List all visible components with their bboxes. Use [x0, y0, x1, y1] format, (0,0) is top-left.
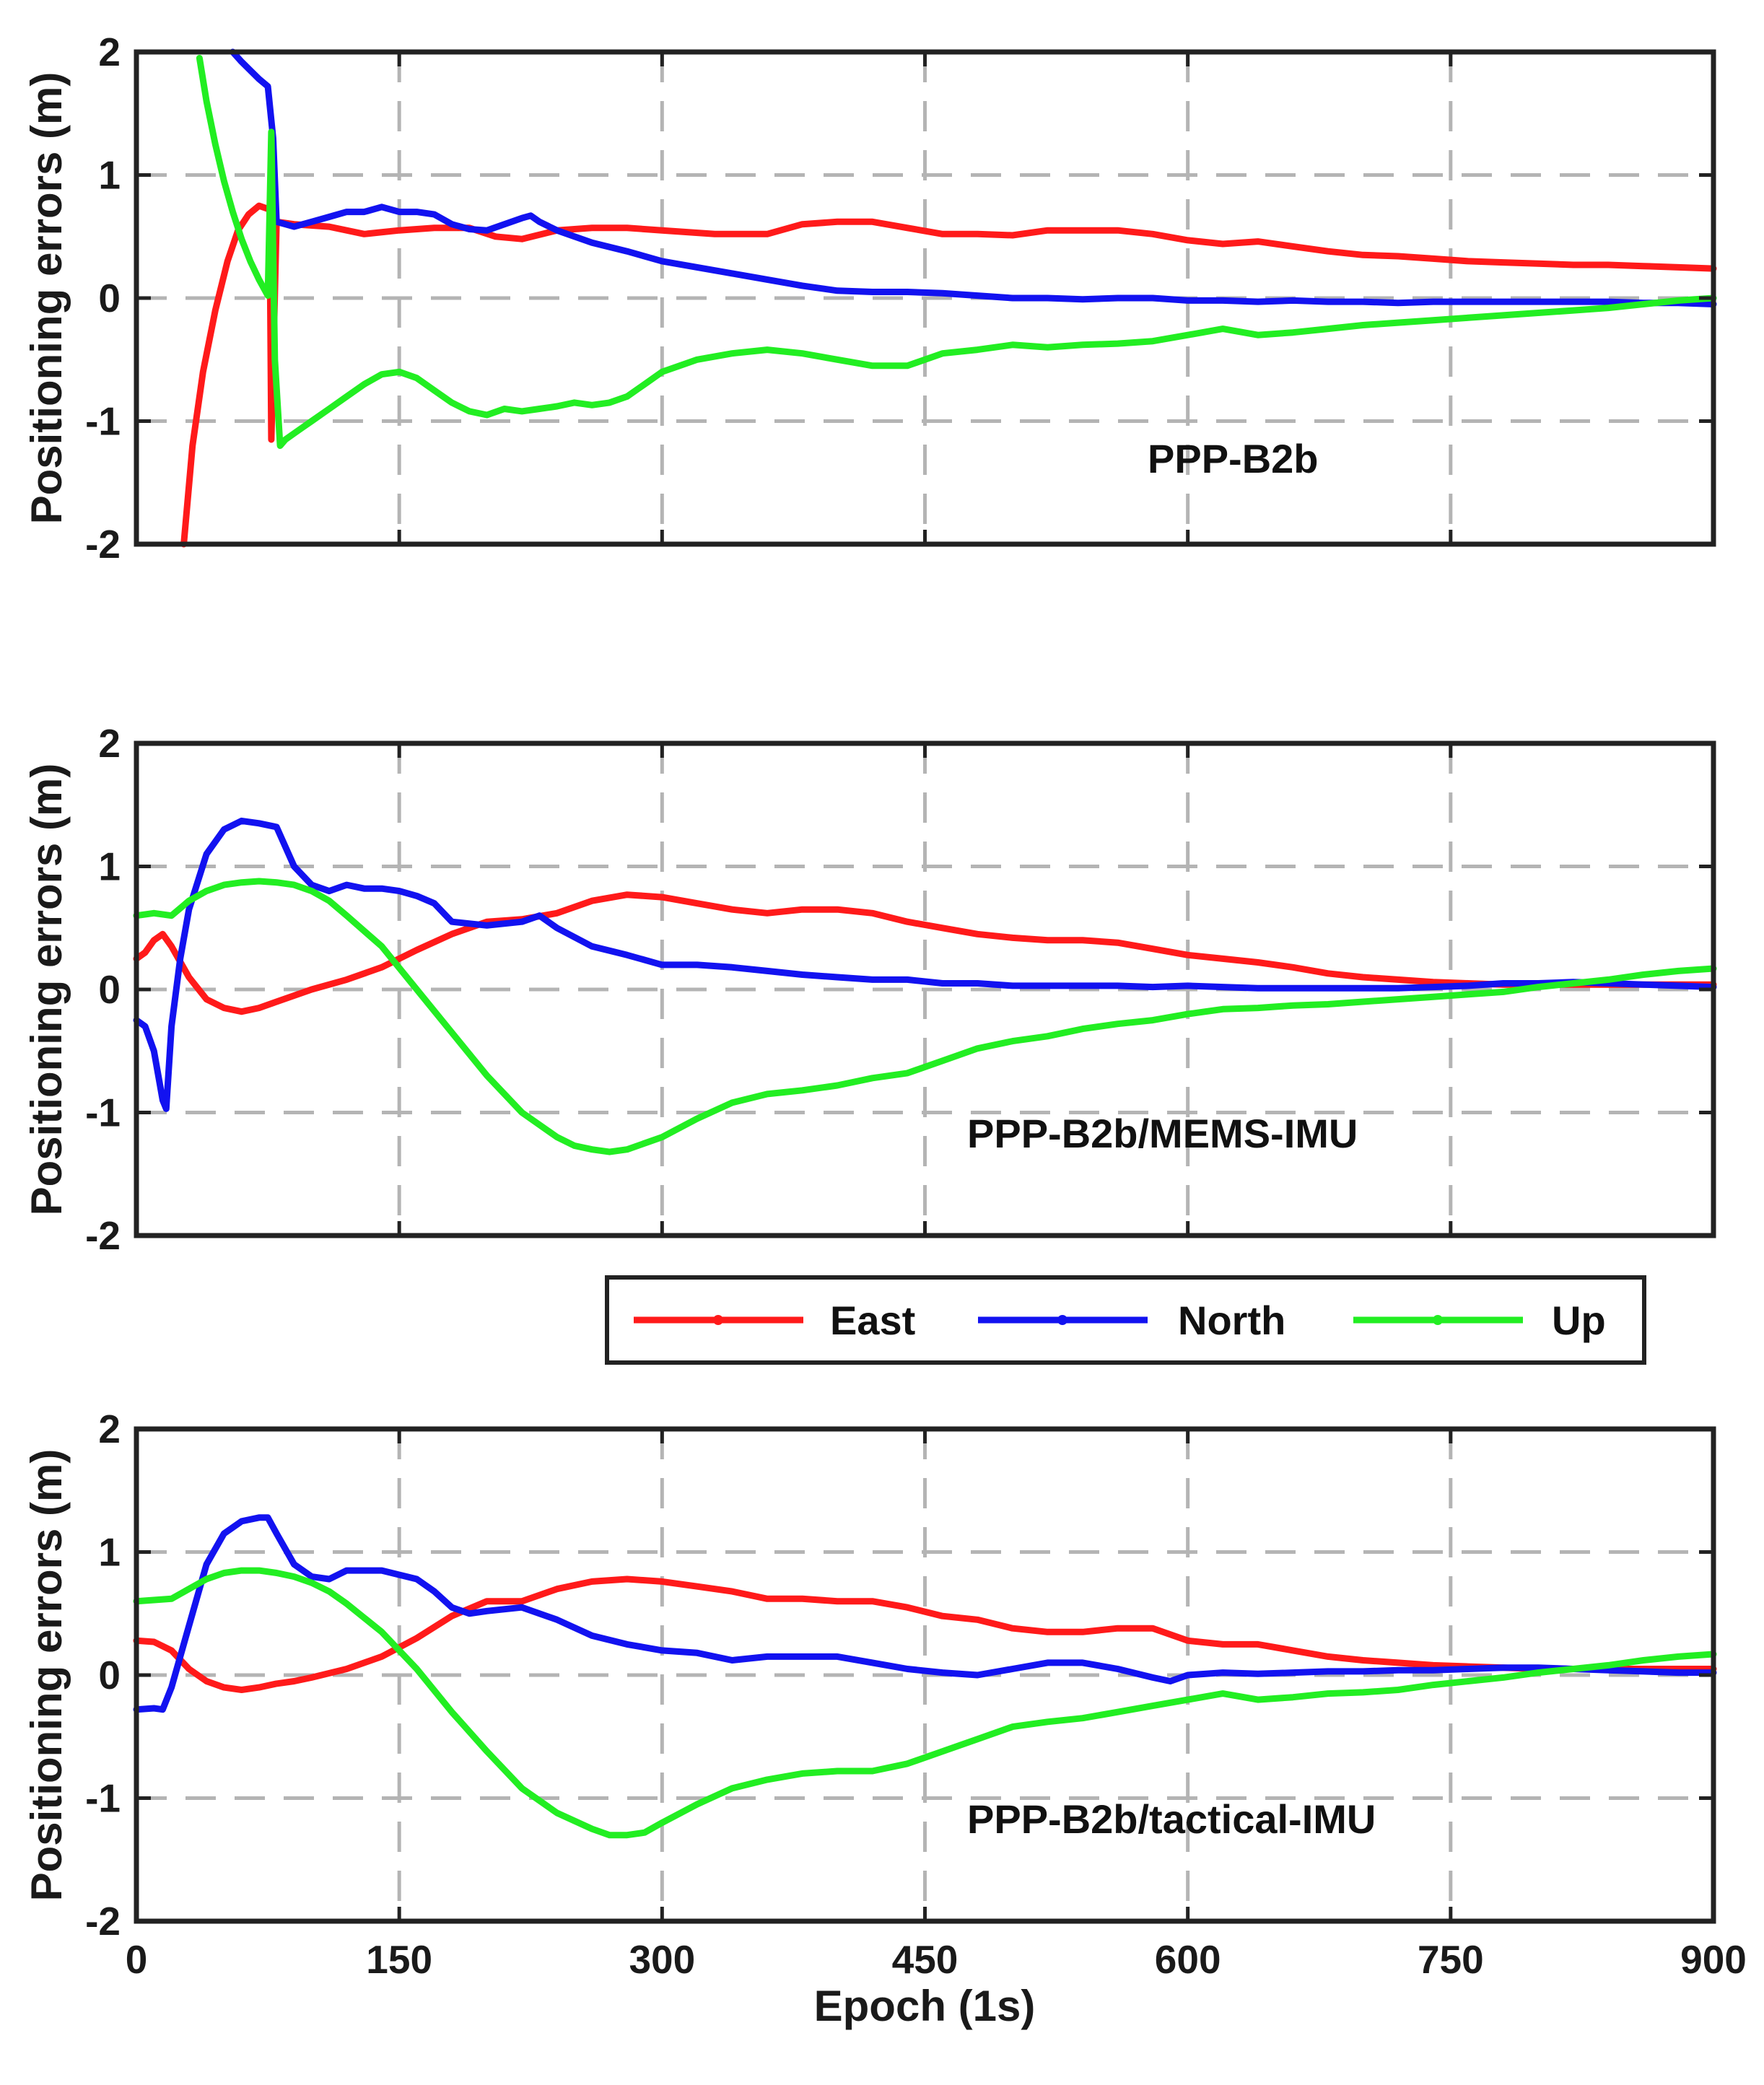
panel-ppp-b2b: PPP-B2b Positioning errors (m) -2 -1 0 1 2	[22, 30, 1717, 567]
x-tick-label: 600	[1155, 1937, 1221, 1982]
y-tick-label: 2	[98, 30, 121, 74]
legend-marker-east	[713, 1315, 723, 1325]
legend-label-east: East	[830, 1298, 915, 1343]
x-tick-label: 750	[1418, 1937, 1484, 1982]
y-tick-label: -1	[85, 1090, 121, 1135]
panel-title-mems-imu: PPP-B2b/MEMS-IMU	[967, 1111, 1358, 1156]
series-line-north	[133, 1514, 1717, 1713]
panel-title-ppp-b2b: PPP-B2b	[1148, 436, 1319, 481]
y-tick-label: 0	[98, 1653, 121, 1697]
legend-label-north: North	[1178, 1298, 1285, 1343]
y-tick-label: -2	[85, 522, 121, 567]
grid	[136, 743, 1713, 1236]
series-group	[180, 48, 1717, 548]
panel-ppp-b2b-mems-imu: PPP-B2b/MEMS-IMU Positioning errors (m) …	[22, 721, 1717, 1258]
y-axis-label: Positioning errors (m)	[22, 764, 71, 1216]
y-tick-label: 1	[98, 1530, 121, 1575]
series-line-east	[133, 891, 1717, 1015]
y-axis-label: Positioning errors (m)	[22, 72, 71, 525]
y-tick-label: -1	[85, 399, 121, 444]
grid	[136, 1429, 1713, 1921]
panel-ppp-b2b-tactical-imu: PPP-B2b/tactical-IMU Positioning errors …	[22, 1407, 1747, 2030]
y-tick-label: -1	[85, 1776, 121, 1821]
series-line-up	[133, 1567, 1717, 1839]
y-tick-label: 1	[98, 844, 121, 889]
legend-marker-north	[1057, 1315, 1067, 1325]
x-tick-label: 450	[892, 1937, 959, 1982]
legend: East North Up	[605, 1275, 1646, 1365]
series-line-east	[180, 202, 1717, 548]
series-group	[133, 1514, 1717, 1839]
x-tick-label: 150	[366, 1937, 432, 1982]
series-line-up	[196, 55, 1717, 450]
x-tick-label: 900	[1680, 1937, 1747, 1982]
y-tick-label: 0	[98, 967, 121, 1012]
x-axis-label: Epoch (1s)	[814, 1982, 1036, 2030]
series-line-up	[133, 878, 1717, 1155]
y-tick-label: 2	[98, 721, 121, 766]
series-line-east	[133, 1575, 1717, 1693]
x-tick-label: 300	[629, 1937, 695, 1982]
x-tick-label: 0	[126, 1937, 148, 1982]
legend-label-up: Up	[1552, 1298, 1606, 1343]
y-tick-label: 2	[98, 1407, 121, 1451]
series-line-north	[230, 48, 1717, 307]
y-axis-label: Positioning errors (m)	[22, 1449, 71, 1902]
y-tick-label: 0	[98, 276, 121, 320]
series-line-north	[133, 817, 1717, 1112]
y-tick-label: -2	[85, 1213, 121, 1258]
y-tick-label: -2	[85, 1899, 121, 1944]
y-tick-label: 1	[98, 153, 121, 198]
grid	[136, 52, 1713, 544]
legend-marker-up	[1433, 1315, 1443, 1325]
panel-title-tactical-imu: PPP-B2b/tactical-IMU	[967, 1796, 1376, 1842]
series-group	[133, 817, 1717, 1155]
